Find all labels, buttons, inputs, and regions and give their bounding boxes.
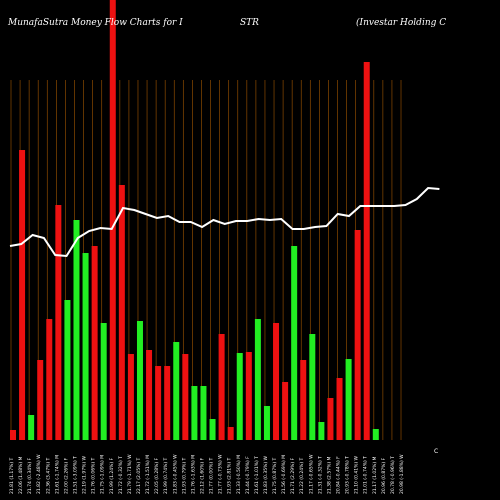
x-tick-label: 22.00 (2.26%) F [63, 457, 69, 494]
money-flow-bar [73, 220, 80, 440]
money-flow-bar [118, 185, 125, 440]
x-tick-label: 21.71 (2.29%) F [290, 457, 296, 494]
chart-title-company: (Investar Holding C [356, 18, 447, 28]
price-line [9, 186, 440, 258]
money-flow-bar [363, 62, 370, 440]
x-tick-label: 21.61 (-1.01%) T [254, 456, 260, 494]
x-tick-label: 21.77 (-0.73%) W [218, 454, 224, 494]
money-flow-bar [37, 360, 44, 440]
money-flow-bar [291, 246, 298, 440]
money-flow-bar [245, 352, 252, 440]
x-tick-label: 21.33 (-0.50%) M [236, 455, 242, 494]
money-flow-bar [46, 319, 53, 440]
x-tick-label: 20.98 (-1.88%) W [399, 454, 405, 494]
x-tick-label: 21.75 (-1.09%) M [100, 455, 106, 494]
chart-title-left: MunafaSutra Money Flow Charts for I [8, 18, 183, 28]
x-tick-label: 20.84 (-0.44%) F [336, 456, 342, 494]
x-tick-label: 21.93 (0.79%) T [181, 457, 187, 494]
money-flow-bar [263, 406, 270, 440]
x-tick-label: 21.72 (-0.32%) T [118, 456, 124, 494]
money-flow-bar [372, 429, 379, 440]
x-tick-label: 21.77 (0.00%) T [209, 457, 215, 494]
money-flow-bar [127, 354, 134, 440]
x-tick-label: 21.61 (-1.74%) M [54, 455, 60, 494]
x-tick-labels: 21.81 (1.17%) T 22.06 (1.48%) M 21.74 (0.3… [9, 454, 405, 494]
x-tick-label: 21.99 (0.74%) T [163, 457, 169, 494]
money-flow-bar [146, 350, 153, 440]
money-flow-bar [209, 419, 216, 440]
money-flow-bar [318, 422, 325, 440]
money-flow-bar [82, 253, 89, 440]
x-tick-label: 21.31 (-0.32%) T [317, 456, 323, 494]
x-tick-label: 22.19 (1.97%) W [82, 455, 88, 494]
chart-title-symbol: STR [240, 18, 259, 28]
x-tick-label: 20.78 (-0.96%) T [390, 456, 396, 494]
x-tick-label: 21.22 (0.24%) T [299, 457, 305, 494]
x-tick-label: 22.06 (1.48%) M [18, 456, 24, 494]
money-flow-bar [155, 366, 162, 440]
x-tick-label: 21.74 (0.34%) F [27, 457, 33, 494]
money-flow-bar [327, 398, 334, 440]
x-tick-label: 22.12 (1.60%) F [199, 457, 205, 494]
money-flow-bar [354, 230, 361, 440]
x-tick-label: 21.93 (2.81%) T [227, 457, 233, 494]
money-flow-bar [173, 342, 180, 440]
money-flow-bar [309, 334, 316, 440]
x-tick-label: 21.75 (0.87%) T [272, 457, 278, 494]
money-flow-bar [164, 366, 171, 440]
money-flow-bar [282, 382, 289, 440]
money-flow-bar [64, 300, 71, 440]
x-tick-label: 21.17 (1.02%) M [372, 456, 378, 494]
money-flow-bar [19, 150, 26, 440]
money-flow-bar [273, 323, 280, 440]
x-tick-label: 21.72 (-1.51%) M [145, 455, 151, 494]
x-tick-label: 22.05 (0.28%) F [154, 457, 160, 494]
x-tick-label: 21.38 (2.57%) M [326, 456, 332, 494]
x-tick-label: 22.36 (3.47%) T [45, 457, 51, 494]
money-flow-bar [91, 246, 98, 440]
x-tick-label: 21.51 (-3.09%) T [72, 456, 78, 494]
money-flow-bar [345, 359, 352, 440]
money-flow-bar [136, 321, 143, 440]
money-flow-bar [300, 360, 307, 440]
money-flow-bar [254, 319, 261, 440]
x-tick-label: 21.83 (0.35%) W [263, 455, 269, 494]
x-tick-label: 21.01 (-0.74%) T [363, 456, 369, 494]
money-flow-bar [10, 430, 16, 440]
x-tick-label: 21.76 (0.06%) T [91, 457, 97, 494]
money-flow-bar [55, 205, 62, 440]
money-flow-bar [109, 0, 116, 440]
x-tick-label: 21.56 (-0.69%) M [281, 455, 287, 494]
x-tick-label: 21.44 (-0.79%) F [245, 456, 251, 494]
money-flow-bar [336, 378, 343, 440]
x-tick-label: 20.96 (0.87%) F [381, 457, 387, 494]
x-tick-label: 21.83 (-0.45%) W [172, 454, 178, 494]
money-flow-bar [227, 427, 234, 440]
money-flow-bar [100, 323, 107, 440]
x-tick-label: 21.82 (-2.48%) W [36, 454, 42, 494]
x-tick-label: 21.79 (-1.71%) W [127, 454, 133, 494]
money-flow-bar [200, 386, 207, 440]
money-flow-bar [218, 334, 225, 440]
money-flow-bars [10, 0, 379, 440]
money-flow-bar [182, 354, 189, 440]
x-tick-label: 21.99 (1.24%) F [109, 457, 115, 494]
x-tick-label: 20.93 (-0.78%) T [345, 456, 351, 494]
price-marker-label: C [434, 448, 438, 455]
money-flow-bar [28, 415, 35, 440]
x-tick-label: 21.81 (1.17%) T [9, 457, 15, 494]
x-tick-label: 21.10 (0.41%) W [354, 455, 360, 494]
money-flow-bar [236, 353, 243, 440]
x-tick-label: 22.17 (2.05%) T [136, 457, 142, 494]
x-tick-label: 21.17 (-0.65%) W [308, 454, 314, 494]
money-flow-bar [191, 386, 198, 440]
x-tick-label: 21.76 (-1.63%) M [190, 455, 196, 494]
